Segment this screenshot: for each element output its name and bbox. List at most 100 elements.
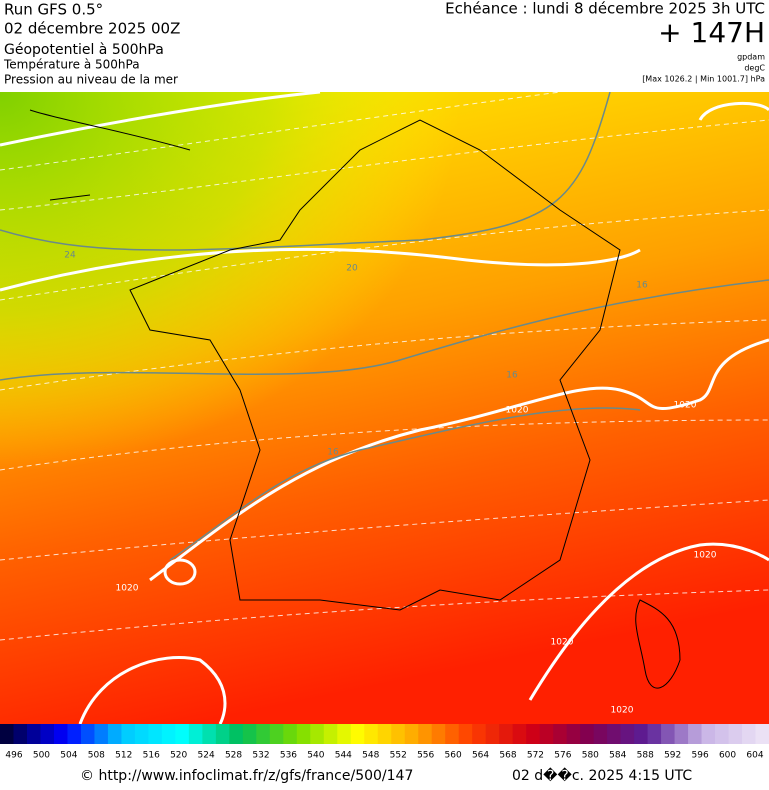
scale-label: 596 [692,751,709,761]
color-swatch [472,724,487,744]
color-swatch [269,724,284,744]
color-swatch [512,724,527,744]
scale-label: 556 [417,751,434,761]
color-swatch [0,724,14,744]
color-swatch [728,724,743,744]
color-swatch [202,724,217,744]
scale-label: 600 [719,751,736,761]
color-swatch [215,724,230,744]
scale-label: 592 [664,751,681,761]
scale-label: 508 [88,751,105,761]
color-swatch [580,724,595,744]
color-swatch [40,724,55,744]
contour-label: 1020 [674,401,697,411]
color-swatch [431,724,446,744]
color-swatch [296,724,311,744]
color-swatch [701,724,716,744]
color-swatch [485,724,500,744]
color-swatch [188,724,203,744]
color-swatch [350,724,365,744]
color-swatch [661,724,676,744]
color-swatch [418,724,433,744]
color-swatch [553,724,568,744]
scale-label: 564 [472,751,489,761]
color-swatch [674,724,689,744]
field: Géopotentiel à 500hPa [4,42,164,58]
run-date: 02 décembre 2025 00Z [4,20,180,38]
color-swatch [620,724,635,744]
color-swatch [404,724,419,744]
scale-label: 568 [499,751,516,761]
color-swatch [229,724,244,744]
scale-label: 536 [280,751,297,761]
scale-label: 516 [143,751,160,761]
color-swatch [256,724,271,744]
scale-label: 528 [225,751,242,761]
map [0,92,769,724]
color-swatch [607,724,622,744]
scale-label: 604 [746,751,763,761]
contour-label: 1020 [551,638,574,648]
scale-label: 548 [362,751,379,761]
color-swatch [26,724,41,744]
color-swatch [458,724,473,744]
scale-label: 544 [335,751,352,761]
color-swatch [377,724,392,744]
color-swatch [283,724,298,744]
field: Pression au niveau de la mer [4,73,178,87]
footer-time: 02 d��c. 2025 4:15 UTC [512,767,692,784]
color-swatch [364,724,379,744]
contour-label: 16 [636,281,648,291]
color-swatch [161,724,176,744]
color-swatch [107,724,122,744]
unit: gpdam [737,53,765,62]
scale-label: 572 [527,751,544,761]
color-swatch [323,724,338,744]
color-swatch [593,724,608,744]
color-swatch [688,724,703,744]
color-swatch [80,724,95,744]
scale-label: 496 [5,751,22,761]
color-swatch [445,724,460,744]
color-swatch [13,724,28,744]
field: Température à 500hPa [3,58,140,72]
valid-time: Echéance : lundi 8 décembre 2025 3h UTC [445,0,765,18]
color-swatch [566,724,581,744]
color-swatch [175,724,190,744]
pressure-range: [Max 1026.2 | Min 1001.7] hPa [642,75,765,84]
color-swatch [148,724,163,744]
contour-label: 24 [64,251,76,261]
contour-label: 16 [506,371,518,381]
color-swatch [742,724,757,744]
color-swatch [647,724,662,744]
scale-label: 532 [252,751,269,761]
scale-label: 560 [445,751,462,761]
color-swatch [94,724,109,744]
contour-label: 20 [346,264,358,274]
scale-label: 512 [115,751,132,761]
footer-url: © http://www.infoclimat.fr/z/gfs/france/… [80,768,413,784]
run: Run GFS 0.5° [4,1,103,19]
contour-label: 1020 [694,551,717,561]
lead-time: + 147H [658,16,765,49]
color-swatch [755,724,769,744]
color-swatch [134,724,149,744]
contour-label: 16 [327,448,339,458]
color-swatch [634,724,649,744]
scale-label: 500 [33,751,50,761]
color-swatch [242,724,257,744]
scale-label: 540 [307,751,324,761]
color-swatch [337,724,352,744]
scale-label: 504 [60,751,77,761]
color-swatch [499,724,514,744]
scale-label: 576 [554,751,571,761]
contour-label: 1020 [611,706,634,716]
scale-label: 588 [637,751,654,761]
scale-label: 584 [609,751,626,761]
unit: degC [744,64,765,73]
contour-label: 1020 [116,584,139,594]
contour-label: 1020 [506,406,529,416]
color-swatch [526,724,541,744]
scale-label: 524 [198,751,215,761]
header: Run GFS 0.5° 02 décembre 2025 00Z Géopot… [3,0,765,87]
